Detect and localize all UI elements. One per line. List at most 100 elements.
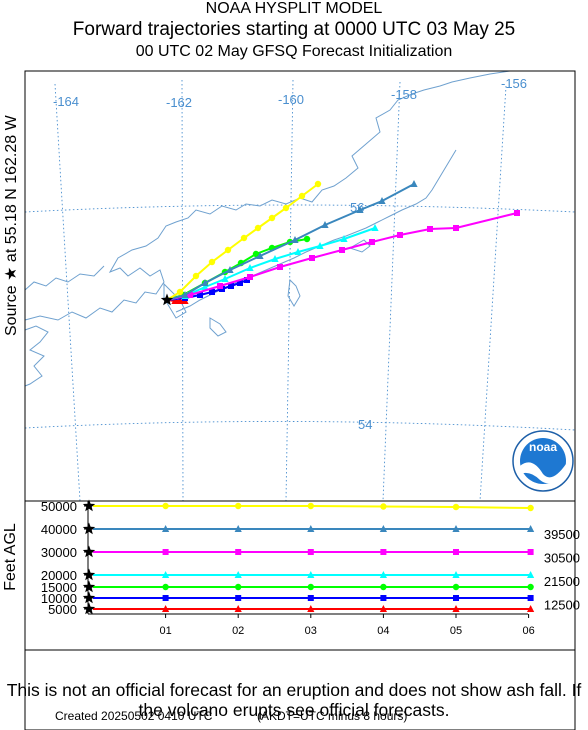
- trajectory-marker-30000: [514, 210, 520, 216]
- time-tick-label: 01: [159, 625, 171, 637]
- lat-label: 54: [358, 417, 372, 432]
- trajectory-line-40000: [166, 183, 415, 301]
- time-tick-label: 05: [450, 625, 462, 637]
- height-tick-label: 50000: [41, 499, 77, 514]
- trajectory-marker-30000: [217, 283, 223, 289]
- height-marker-50000: [162, 502, 169, 510]
- intermediate-height-labels: 39500 30500 21500 12500: [544, 527, 580, 613]
- height-marker-5000: [234, 605, 242, 612]
- height-marker-50000: [452, 503, 460, 511]
- height-start-star: [82, 568, 96, 581]
- height-marker-30000: [453, 549, 459, 555]
- trajectory-marker-10000: [228, 283, 234, 289]
- trajectory-marker-50000: [298, 192, 306, 200]
- height-marker-20000: [307, 571, 315, 578]
- trajectory-marker-50000: [254, 224, 262, 232]
- height-start-star: [82, 580, 96, 593]
- trajectory-marker-20000: [246, 264, 254, 271]
- trajectory-marker-40000: [201, 279, 209, 286]
- height-marker-15000: [452, 583, 460, 591]
- trajectory-marker-20000: [201, 283, 209, 290]
- height-tick-label: 30000: [41, 545, 77, 560]
- height-marker-15000: [235, 583, 242, 591]
- lon-label: -156: [501, 76, 527, 91]
- disclaimer-note: This is not an official forecast for an …: [6, 680, 582, 720]
- forecast-subtitle: 00 UTC 02 May GFSQ Forecast Initializati…: [135, 43, 453, 60]
- height-marker-50000: [380, 503, 387, 510]
- height-marker-10000: [307, 595, 314, 601]
- trajectory-marker-10000: [209, 289, 215, 295]
- height-right-label: 12500: [544, 598, 580, 613]
- trajectory-marker-20000: [371, 224, 379, 231]
- trajectory-marker-40000: [226, 266, 234, 273]
- trajectory-marker-40000: [321, 221, 329, 228]
- lon-label: -158: [391, 87, 417, 102]
- trajectory-marker-40000: [291, 236, 299, 243]
- figure-frame: [24, 70, 576, 730]
- time-tick-label: 06: [522, 625, 534, 637]
- height-marker-30000: [527, 549, 534, 555]
- height-marker-15000: [162, 583, 169, 591]
- lon-label: -164: [53, 94, 79, 109]
- coastline: [24, 70, 511, 387]
- noaa-logo: noaa: [512, 430, 574, 492]
- trajectory-marker-40000: [181, 291, 189, 298]
- height-marker-10000: [453, 595, 459, 601]
- height-tick-label: 10000: [41, 591, 77, 606]
- trajectory-marker-15000: [252, 250, 260, 258]
- trajectory-marker-30000: [187, 292, 193, 298]
- trajectory-marker-5000: [176, 297, 184, 304]
- height-marker-10000: [527, 595, 534, 601]
- trajectory-line-20000: [166, 227, 376, 301]
- trajectory-marker-40000: [378, 197, 386, 204]
- trajectory-marker-30000: [427, 226, 433, 232]
- height-marker-30000: [162, 549, 169, 555]
- trajectory-marker-50000: [268, 214, 276, 222]
- height-marker-20000: [379, 571, 387, 578]
- height-marker-50000: [527, 504, 534, 512]
- timezone-note: (AKDT=UTC minus 8 hours): [257, 709, 408, 723]
- height-marker-40000: [162, 525, 170, 532]
- trajectory-line-15000: [166, 238, 308, 301]
- trajectory-marker-20000: [294, 248, 302, 255]
- trajectory-marker-15000: [303, 235, 311, 243]
- map-frame: [24, 70, 576, 502]
- height-marker-5000: [307, 605, 315, 612]
- trajectory-marker-30000: [397, 232, 403, 238]
- trajectory-marker-10000: [237, 280, 243, 286]
- trajectory-marker-40000: [410, 180, 418, 187]
- time-tick-labels: 01 02 03 04 05 06: [159, 614, 535, 637]
- trajectory-marker-5000: [171, 297, 179, 304]
- map-grid: [24, 79, 576, 502]
- trajectory-marker-50000: [176, 288, 184, 296]
- height-marker-10000: [162, 595, 169, 601]
- trajectory-marker-50000: [192, 272, 200, 280]
- height-right-label: 39500: [544, 527, 580, 542]
- trajectory-marker-10000: [197, 292, 203, 298]
- time-tick-label: 02: [232, 625, 244, 637]
- height-start-star: [82, 522, 96, 535]
- height-marker-10000: [380, 595, 387, 601]
- height-start-star: [82, 545, 96, 558]
- trajectory-marker-30000: [247, 274, 253, 280]
- trajectory-marker-50000: [224, 246, 232, 254]
- height-marker-40000: [527, 525, 535, 532]
- height-marker-40000: [234, 525, 242, 532]
- height-start-star: [82, 591, 96, 604]
- trajectory-marker-30000: [369, 239, 375, 245]
- noaa-logo-text: noaa: [529, 440, 557, 454]
- height-tick-label: 15000: [41, 580, 77, 595]
- height-marker-50000: [307, 502, 314, 510]
- height-marker-50000: [235, 502, 242, 510]
- height-marker-5000: [162, 605, 170, 612]
- height-start-star: [82, 499, 96, 512]
- height-marker-15000: [307, 583, 314, 591]
- height-marker-15000: [527, 583, 534, 591]
- trajectory-marker-30000: [453, 225, 459, 231]
- trajectory-marker-20000: [340, 235, 348, 242]
- height-marker-30000: [307, 549, 314, 555]
- height-series: [82, 499, 535, 615]
- model-title: NOAA HYSPLIT MODEL: [205, 0, 383, 17]
- height-start-star: [82, 602, 96, 615]
